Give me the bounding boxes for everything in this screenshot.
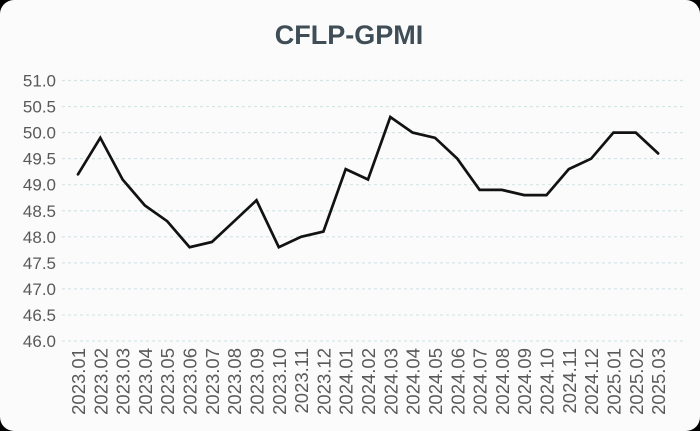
x-axis-tick-label: 2024.11 (559, 348, 580, 414)
pmi-line-series (76, 114, 660, 249)
x-axis-tick-label: 2024.04 (403, 348, 424, 415)
x-axis-tick-label: 2023.06 (180, 348, 201, 415)
y-axis-tick-label: 51.0 (23, 72, 56, 91)
x-axis-tick-label: 2024.02 (358, 348, 379, 415)
x-axis-tick-label: 2023.09 (246, 348, 267, 415)
x-axis-tick-label: 2024.01 (336, 348, 357, 415)
y-axis-tick-label: 46.0 (23, 332, 56, 351)
y-axis-tick-label: 50.0 (23, 124, 56, 143)
x-axis-tick-label: 2024.10 (537, 348, 558, 415)
x-axis-tick-label: 2023.08 (224, 348, 245, 415)
y-axis-tick-label: 48.5 (23, 202, 56, 221)
x-axis-tick-label: 2024.08 (492, 348, 513, 415)
x-axis-tick-label: 2024.06 (447, 348, 468, 415)
x-axis-tick-label: 2023.04 (135, 348, 156, 415)
x-axis-tick-label: 2023.10 (269, 348, 290, 415)
x-axis-tick-label: 2024.12 (581, 348, 602, 415)
x-axis-tick-label: 2025.01 (603, 348, 624, 415)
y-axis-tick-label: 47.5 (23, 254, 56, 273)
y-axis-tick-label: 50.5 (23, 98, 56, 117)
x-axis-tick-label: 2023.03 (113, 348, 134, 415)
y-axis-tick-label: 46.5 (23, 306, 56, 325)
x-axis-tick-label: 2023.11 (291, 348, 312, 414)
chart-title: CFLP-GPMI (275, 20, 424, 50)
y-axis-labels: 46.0 46.5 47.0 47.5 48.0 48.5 49.0 49.5 50.0 50.5… (23, 72, 56, 352)
x-axis-tick-label: 2024.05 (425, 348, 446, 415)
gridlines (62, 79, 686, 342)
x-axis-tick-label: 2023.01 (68, 348, 89, 415)
x-axis-tick-label: 2023.07 (202, 348, 223, 415)
y-axis-tick-label: 49.0 (23, 176, 56, 195)
y-axis-tick-label: 49.5 (23, 150, 56, 169)
x-axis-tick-label: 2024.09 (514, 348, 535, 415)
x-axis-tick-label: 2025.03 (648, 348, 669, 415)
y-axis-tick-label: 47.0 (23, 280, 56, 299)
x-axis-tick-label: 2023.12 (313, 348, 334, 415)
x-axis-labels: 2023.01 2023.02 2023.03 2023.04 2023.05 2023.… (68, 348, 669, 415)
x-axis-tick-label: 2024.07 (470, 348, 491, 415)
series-layer (76, 114, 660, 249)
y-axis-tick-label: 48.0 (23, 228, 56, 247)
x-axis-tick-label: 2023.02 (90, 348, 111, 415)
x-axis-tick-label: 2023.05 (157, 348, 178, 415)
x-axis-tick-label: 2024.03 (380, 348, 401, 415)
x-axis-tick-label: 2025.02 (626, 348, 647, 415)
